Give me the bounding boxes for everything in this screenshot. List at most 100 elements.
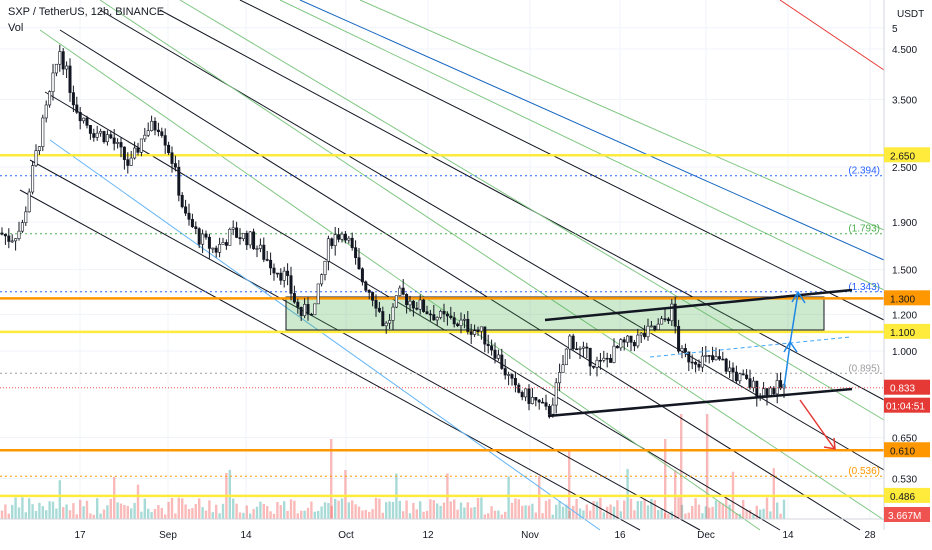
candle-body (449, 315, 453, 319)
volume-bar (381, 512, 384, 519)
candle-body (609, 357, 613, 363)
candle-body (452, 317, 456, 325)
candle-body (486, 343, 490, 346)
volume-bar (194, 504, 197, 519)
volume-bar (334, 498, 337, 519)
volume-bar (272, 513, 276, 519)
candle-body (20, 222, 24, 232)
time-tick-label: Dec (697, 530, 715, 541)
volume-bar (674, 470, 677, 519)
volume-bar (85, 500, 89, 519)
candle-body (717, 356, 721, 360)
channel-line (359, 0, 885, 231)
volume-bar (28, 498, 31, 519)
volume-bar (113, 476, 116, 519)
candles (0, 44, 786, 419)
volume-bar (198, 498, 201, 519)
candle-body (231, 227, 235, 230)
volume-bar (160, 507, 163, 519)
volume-bar (72, 503, 75, 519)
candle-body (374, 300, 378, 309)
candle-body (160, 131, 164, 136)
volume-bar (55, 508, 58, 519)
volume-bar (204, 510, 208, 519)
price-tick-label: 1.200 (892, 310, 917, 321)
trendline-lower (547, 387, 853, 418)
arrow-up-1 (783, 340, 798, 389)
level-badge (884, 147, 930, 163)
candle-body (44, 104, 48, 119)
volume-bar (517, 499, 520, 519)
volume-bar (453, 499, 456, 519)
volume-bar (344, 470, 347, 519)
candle-body (656, 323, 660, 330)
volume-bar (555, 504, 558, 519)
volume-bar (650, 498, 653, 519)
volume-bar (684, 513, 687, 519)
volume-bar (215, 504, 218, 519)
channel-line (239, 0, 885, 321)
volume-spike (706, 414, 709, 519)
candle-body (187, 212, 191, 220)
volume-bar (772, 468, 775, 519)
volume-bar (667, 513, 670, 519)
candle-body (622, 339, 626, 343)
volume-bar (119, 503, 123, 519)
candle-body (571, 335, 575, 350)
candle-body (139, 138, 143, 153)
volume-bar (653, 500, 656, 519)
volume-bar (374, 497, 378, 519)
volume-bar (510, 502, 514, 519)
volume-bar (92, 514, 95, 519)
candle-body (629, 335, 633, 343)
volume-bar (221, 503, 225, 519)
volume-bar (143, 498, 146, 519)
volume-bar (82, 506, 85, 519)
candle-body (772, 387, 776, 395)
candle-body (405, 294, 409, 306)
channel-line (99, 9, 885, 471)
volume-bar (752, 514, 755, 519)
volume-bar (79, 499, 82, 519)
volume-bar (0, 510, 4, 519)
candle-body (435, 317, 439, 321)
level-badge-label: 0.486 (890, 492, 915, 503)
volume-bar (266, 506, 269, 519)
candle-body (425, 311, 429, 315)
volume-bar (252, 509, 255, 519)
volume-bar (551, 514, 554, 519)
volume-bar (75, 514, 78, 519)
price-labels: 2.650 1.300 1.100 0.610 0.486 0.833 01:04:51 3.… (0, 147, 930, 522)
candle-body (588, 347, 592, 367)
volume-bar (347, 502, 350, 519)
volume-bar (524, 505, 527, 519)
candle-body (490, 345, 494, 351)
candle-body (741, 373, 745, 376)
chart-grid (0, 0, 884, 519)
volume-bar (531, 503, 534, 519)
candle-body (7, 235, 11, 242)
candle-body (558, 372, 562, 384)
candle-body (201, 233, 205, 245)
level-badge-label: 1.100 (890, 328, 915, 339)
candle-body (105, 134, 109, 143)
candle-body (561, 364, 565, 373)
volume-bar (136, 484, 140, 519)
volume-bar (585, 504, 588, 519)
candle-body (31, 165, 35, 193)
volume-bar (728, 504, 731, 519)
volume-bar (238, 512, 242, 519)
volume-bar (755, 505, 758, 519)
candle-body (734, 371, 738, 382)
volume-bar (7, 513, 10, 519)
candle-body (422, 299, 426, 312)
volume-bar (164, 514, 167, 519)
volume-bar (157, 505, 160, 519)
candle-body (299, 307, 303, 316)
volume-bar (595, 501, 599, 519)
candle-body (102, 131, 106, 143)
arrow-up-2 (789, 290, 806, 345)
candle-body (401, 287, 405, 295)
volume-bar (538, 476, 541, 519)
